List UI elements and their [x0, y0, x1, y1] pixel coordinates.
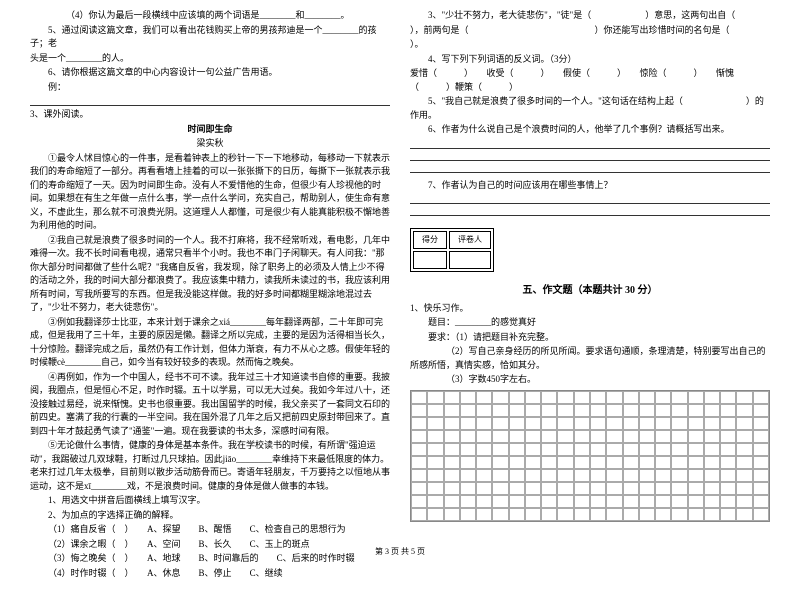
left-column: （4）你认为最后一段横线中应该填的两个词语是________和________。…	[30, 8, 390, 581]
sub-q2: 2、为加点的字选择正确的解释。	[30, 509, 390, 523]
writing-1: 1、快乐习作。	[410, 302, 770, 316]
para-3: ③例如我翻译莎士比亚，本来计划于课余之xiá________每年翻译两部，二十年…	[30, 316, 390, 370]
question-6: 6、请你根据这篇文章的中心内容设计一句公益广告用语。	[30, 66, 390, 80]
writing-req: 要求：（1）请把题目补充完整。	[410, 331, 770, 345]
opt1d: C、检查自己的思想行为	[250, 524, 346, 534]
question-6-ex: 例：	[30, 81, 390, 95]
para-2: ②我自己就是浪费了很多时间的一个人。我不打麻将，我不经常听戏，看电影，几年中难得…	[30, 234, 390, 315]
opt1b: A、探望	[147, 524, 181, 534]
para-1: ①最令人怵目惊心的一件事，是看着钟表上的秒针一下一下地移动，每移动一下就表示我们…	[30, 152, 390, 233]
opt4c: B、停止	[199, 568, 232, 578]
question-5b: 头是一个________的人。	[30, 52, 390, 66]
writing-req3: （3）字数450字左右。	[410, 373, 770, 387]
answer-line	[410, 194, 770, 204]
opt4a: （4）时作时辍（ ）	[48, 568, 129, 578]
writing-req2: （2）写自己亲身经历的所见所闻。要求语句通顺，条理清楚，特别要写出自己的所感所悟…	[410, 345, 770, 372]
r-q3c: ）。	[410, 38, 770, 52]
r-q4: 4、写下列下列词语的反义词。（3分）	[410, 53, 770, 67]
opt1a: （1）痛自反省（ ）	[48, 524, 129, 534]
opt4d: C、继续	[250, 568, 283, 578]
writing-title: 题目：________的感觉真好	[410, 316, 770, 330]
answer-line	[410, 206, 770, 216]
r-q4-words: 爱惜（ ） 收受（ ） 假使（ ） 惊险（ ） 惭愧（ ）鞭策（ ）	[410, 67, 770, 94]
section-3: 3、课外阅读。	[30, 108, 390, 122]
answer-line	[410, 139, 770, 149]
question-5a: 5、通过阅读这篇文章，我们可以看出花钱购买上帝的男孩邦迪是一个________的…	[30, 24, 390, 51]
question-4: （4）你认为最后一段横线中应该填的两个词语是________和________。	[30, 9, 390, 23]
r-q6: 6、作者为什么说自己是个浪费时间的人，他举了几个事例？请概括写出来。	[410, 123, 770, 137]
r-q3a: 3、"少壮不努力，老大徒悲伤"，"徒"是（ ）意思，这两句出自（	[410, 9, 770, 23]
r-q7: 7、作者认为自己的时间应该用在哪些事情上？	[410, 179, 770, 193]
answer-line	[30, 96, 390, 106]
score-box: 得分评卷人	[410, 228, 494, 272]
right-column: 3、"少壮不努力，老大徒悲伤"，"徒"是（ ）意思，这两句出自（ ），前两句是（…	[410, 8, 770, 581]
r-q3b: ），前两句是（ ）你还能写出珍惜时间的名句是（	[410, 24, 770, 38]
score-h1: 得分	[413, 231, 447, 249]
answer-line	[410, 163, 770, 173]
article-author: 梁实秋	[30, 137, 390, 151]
opt4b: A、休息	[147, 568, 181, 578]
score-h2: 评卷人	[449, 231, 491, 249]
answer-line	[410, 151, 770, 161]
para-4: ④再例如，作为一个中国人，经书不可不读。我年过三十才知道读书自修的重要。我披阅，…	[30, 371, 390, 439]
page-footer: 第 3 页 共 5 页	[0, 546, 800, 557]
opt1c: B、醒悟	[199, 524, 232, 534]
para-5: ⑤无论做什么事情，健康的身体是基本条件。我在学校读书的时候，有所谓"强迫运动"，…	[30, 439, 390, 493]
section-5-title: 五、作文题（本题共计 30 分）	[410, 283, 770, 298]
writing-grid	[410, 390, 770, 522]
r-q5: 5、"我自己就是浪费了很多时间的一个人。"这句话在结构上起（ ）的作用。	[410, 95, 770, 122]
article-title: 时间即生命	[30, 123, 390, 137]
sub-q1: 1、用选文中拼音后面横线上填写汉字。	[30, 494, 390, 508]
